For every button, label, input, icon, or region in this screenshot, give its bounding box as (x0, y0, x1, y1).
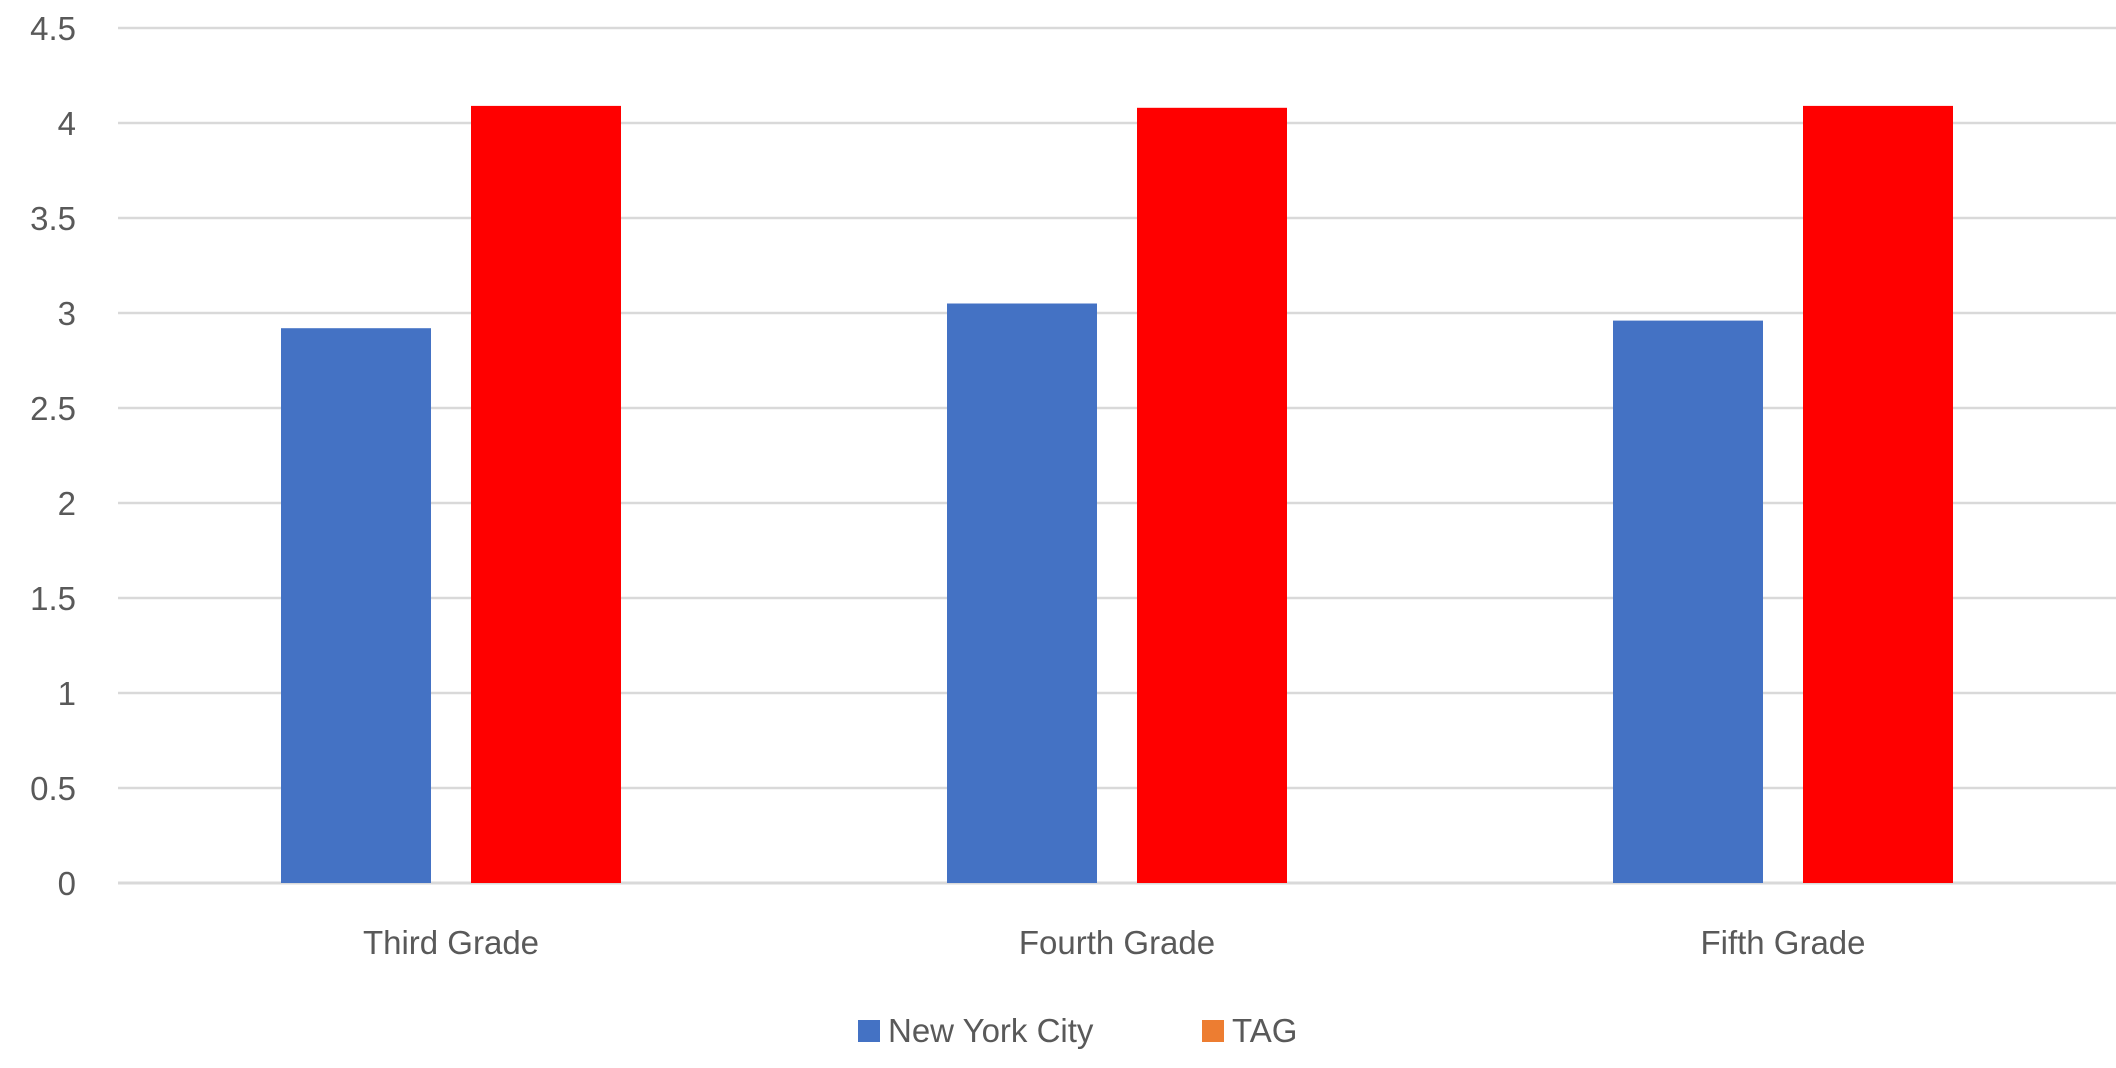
y-tick-label: 1 (58, 675, 76, 712)
bar-new-york-city-0 (281, 328, 431, 883)
x-axis-tick-labels: Third Grade Fourth Grade Fifth Grade (363, 924, 1866, 961)
bar-tag-2 (1803, 105, 1953, 883)
y-tick-label: 0.5 (30, 770, 76, 807)
legend-label: New York City (888, 1012, 1094, 1049)
y-tick-label: 4.5 (30, 10, 76, 47)
y-tick-label: 1.5 (30, 580, 76, 617)
gridlines (118, 26, 2116, 885)
legend-swatch (1202, 1020, 1224, 1042)
legend-label: TAG (1232, 1012, 1297, 1049)
bar-tag-0 (471, 105, 621, 883)
y-tick-label: 3 (58, 295, 76, 332)
bar-tag-1 (1137, 107, 1287, 884)
bars (281, 105, 1953, 884)
legend: New York City TAG (858, 1012, 1297, 1049)
bar-new-york-city-1 (947, 303, 1097, 883)
y-tick-label: 0 (58, 865, 76, 902)
x-tick-label: Third Grade (363, 924, 539, 961)
y-tick-label: 4 (58, 105, 76, 142)
x-tick-label: Fourth Grade (1019, 924, 1215, 961)
y-tick-label: 2 (58, 485, 76, 522)
y-tick-label: 3.5 (30, 200, 76, 237)
y-axis-tick-labels: 0 0.5 1 1.5 2 2.5 3 3.5 4 4.5 (30, 10, 76, 902)
legend-swatch (858, 1020, 880, 1042)
bar-new-york-city-2 (1613, 320, 1763, 884)
y-tick-label: 2.5 (30, 390, 76, 427)
x-tick-label: Fifth Grade (1700, 924, 1865, 961)
